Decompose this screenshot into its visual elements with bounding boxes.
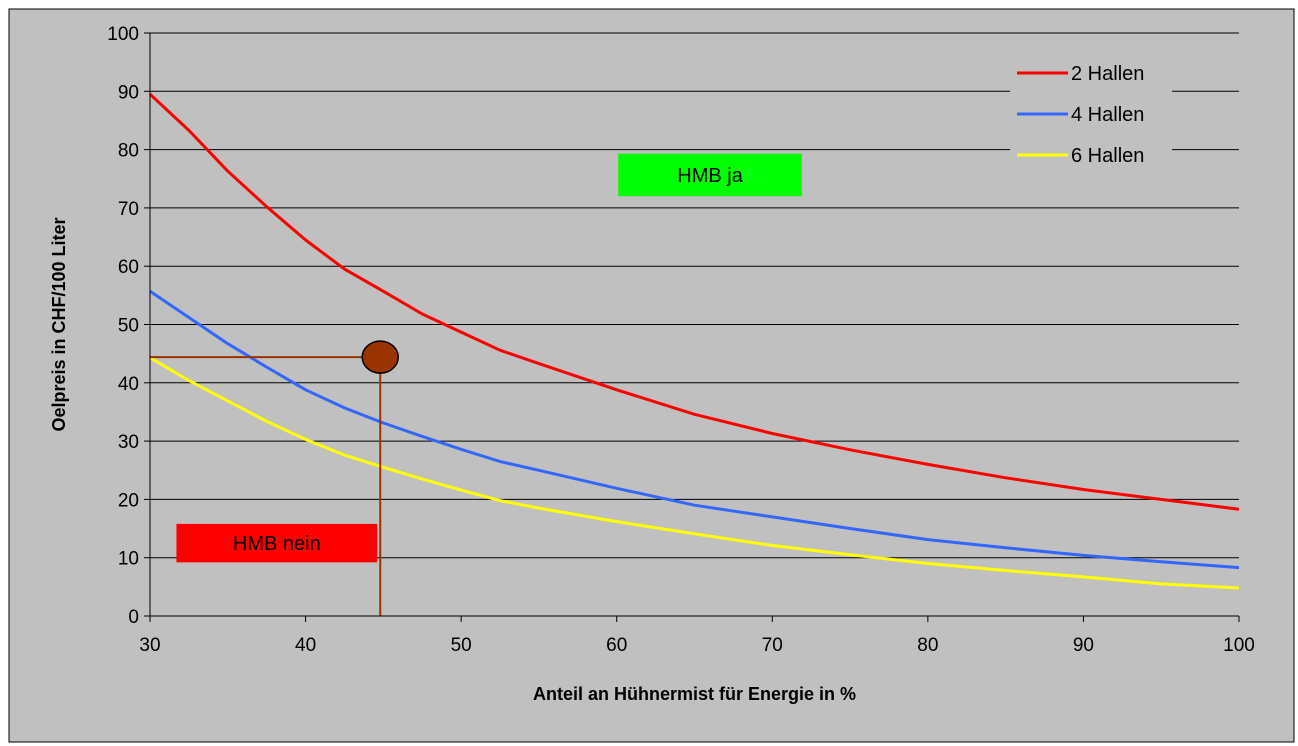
- x-tick-label: 40: [295, 635, 316, 656]
- y-tick-label: 10: [118, 549, 139, 570]
- axes: [149, 33, 1239, 617]
- y-tick-label: 0: [128, 607, 139, 628]
- legend-label: 2 Hallen: [1071, 63, 1144, 85]
- x-tick-label: 100: [1223, 635, 1255, 656]
- x-tick-label: 90: [1073, 635, 1094, 656]
- legend: 2 Hallen 4 Hallen 6 Hallen: [1010, 55, 1172, 170]
- grid-lines: [150, 32, 1239, 559]
- marker-point: [361, 340, 399, 374]
- x-tick-label: 60: [606, 635, 627, 656]
- series-line-6-hallen: [149, 356, 1240, 590]
- x-tick-label: 30: [139, 635, 160, 656]
- y-axis-title: Oelpreis in CHF/100 Liter: [49, 217, 69, 431]
- y-tick-label: 50: [118, 316, 139, 337]
- y-axis-ticks: 0 10 20 30 40 50 60 70 80 90 100: [107, 24, 150, 628]
- annotation-hmb-ja: HMB ja: [677, 165, 743, 187]
- legend-label: 6 Hallen: [1071, 145, 1144, 167]
- x-tick-label: 50: [451, 635, 472, 656]
- marker-group: [150, 340, 399, 616]
- y-tick-label: 90: [118, 82, 139, 103]
- series-lines: [148, 93, 1240, 590]
- y-tick-label: 60: [118, 257, 139, 278]
- y-tick-label: 20: [118, 490, 139, 511]
- x-tick-label: 80: [917, 635, 938, 656]
- annotations: HMB ja HMB nein: [176, 153, 802, 563]
- y-tick-label: 30: [118, 432, 139, 453]
- y-tick-label: 40: [118, 374, 139, 395]
- x-axis-title: Anteil an Hühnermist für Energie in %: [533, 684, 856, 704]
- x-tick-label: 70: [762, 635, 783, 656]
- series-line-4-hallen: [149, 290, 1240, 570]
- legend-label: 4 Hallen: [1071, 104, 1144, 126]
- y-tick-label: 80: [118, 141, 139, 162]
- y-tick-label: 100: [107, 24, 139, 45]
- x-axis-ticks: 30 40 50 60 70 80 90 100: [139, 616, 1255, 656]
- annotation-box: [618, 153, 802, 197]
- annotation-hmb-nein: HMB nein: [233, 533, 321, 555]
- annotation-box: [176, 523, 378, 563]
- series-line-2-hallen: [148, 93, 1240, 511]
- y-tick-label: 70: [118, 199, 139, 220]
